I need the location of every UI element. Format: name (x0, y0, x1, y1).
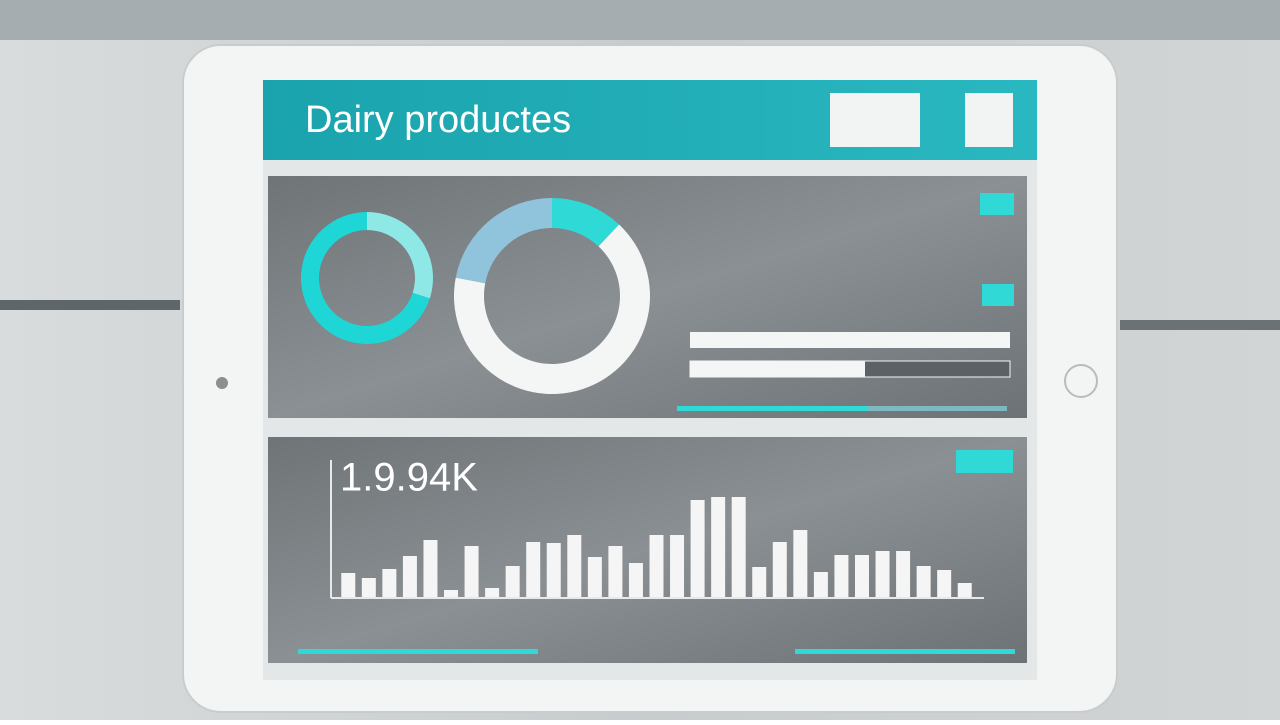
bar (505, 566, 520, 597)
bar (875, 551, 890, 597)
bar (896, 551, 911, 597)
bar (402, 556, 417, 597)
bar (957, 583, 972, 597)
bar (628, 563, 643, 597)
bar (464, 546, 479, 597)
bar (382, 569, 397, 597)
bar (423, 540, 438, 597)
progress-line (677, 406, 867, 411)
bar (361, 578, 376, 597)
donut-segment (455, 198, 552, 284)
donut-segment (552, 198, 620, 247)
bar (546, 543, 561, 597)
bar (731, 497, 746, 597)
bar (711, 497, 726, 597)
bar (690, 500, 705, 597)
bar (444, 590, 459, 597)
bar (485, 588, 500, 597)
progress-line (795, 649, 1015, 654)
progress-line (298, 649, 538, 654)
bar (916, 566, 931, 597)
bar (567, 535, 582, 597)
bar (752, 567, 767, 597)
header-title: Dairy productes (305, 99, 571, 141)
railing (0, 300, 180, 310)
donut-segment (453, 224, 650, 394)
home-button[interactable] (1064, 364, 1098, 398)
camera (216, 377, 228, 389)
progress-fill (690, 361, 865, 377)
railing (1120, 320, 1280, 330)
progress-track (690, 332, 1010, 348)
header-button[interactable] (830, 93, 920, 147)
bar (608, 546, 623, 597)
header-button[interactable] (965, 93, 1013, 147)
bar (813, 572, 828, 597)
bar (772, 542, 787, 597)
bar (937, 570, 952, 597)
badge (956, 450, 1013, 473)
panel (268, 437, 1027, 663)
chart-title: 1.9.94K (340, 456, 478, 500)
bar (587, 557, 602, 597)
ceiling (0, 0, 1280, 40)
bar (649, 535, 664, 597)
bar (341, 573, 356, 597)
badge (982, 284, 1014, 306)
bar (793, 530, 808, 597)
bar (834, 555, 849, 597)
donut-segment (367, 212, 434, 299)
bar (670, 535, 685, 597)
badge (980, 193, 1014, 215)
bar (526, 542, 541, 597)
bar (854, 555, 869, 597)
